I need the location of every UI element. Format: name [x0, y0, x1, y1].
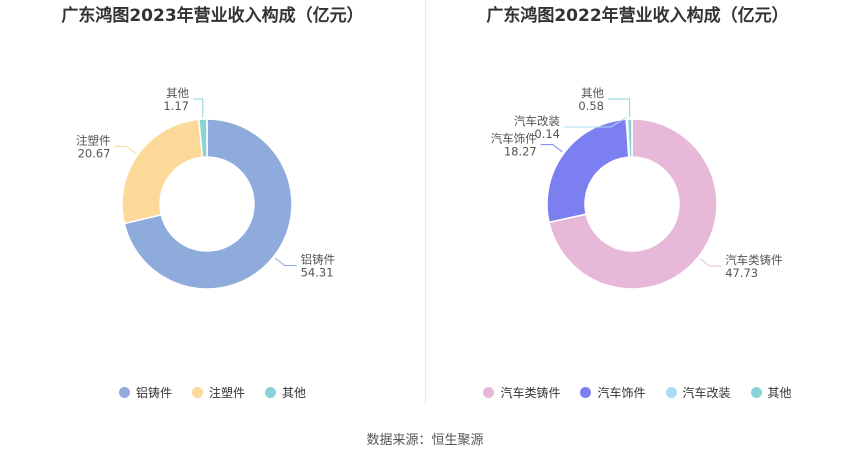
slice-label-value-1-3: 0.58	[578, 99, 604, 113]
legend-label: 铝铸件	[135, 386, 172, 400]
slice-label-value-0-2: 1.17	[163, 99, 189, 113]
legend-label: 汽车类铸件	[500, 386, 561, 400]
leader-line-0-2	[193, 98, 204, 118]
chart-panel-2023: 广东鸿图2023年营业收入构成（亿元） 铝铸件 54.31 注塑件 20.67 其他 1.…	[0, 0, 425, 410]
legend-item-1-3[interactable]: 其他	[750, 384, 792, 401]
legend-2022: 汽车类铸件 汽车饰件 汽车改装 其他	[425, 384, 850, 401]
legend-dot-icon	[750, 387, 762, 398]
slice-label-name-1-2: 汽车改装	[514, 114, 560, 128]
slice-label-name-0-2: 其他	[166, 86, 189, 100]
legend-label: 其他	[767, 386, 792, 400]
chart-title-2022: 广东鸿图2022年营业收入构成（亿元）	[486, 6, 789, 26]
donut-slice-1-3[interactable]	[626, 118, 633, 158]
legend-label: 其他	[282, 386, 307, 400]
legend-dot-icon	[483, 387, 495, 398]
legend-dot-icon	[118, 387, 130, 398]
slice-label-value-1-0: 47.73	[725, 266, 758, 280]
leader-line-1-0	[699, 258, 722, 267]
leader-line-0-1	[114, 145, 137, 154]
slice-label-name-0-0: 铝铸件	[301, 252, 336, 266]
data-source: 数据来源：恒生聚源	[366, 433, 484, 448]
legend-dot-icon	[191, 387, 203, 398]
slice-label-value-1-1: 18.27	[504, 145, 537, 159]
slice-label-name-0-1: 注塑件	[76, 133, 111, 147]
legend-dot-icon	[265, 387, 276, 398]
legend-item-1-1[interactable]: 汽车饰件	[580, 384, 646, 401]
legend-item-1-2[interactable]: 汽车改装	[665, 384, 731, 401]
leader-line-1-2	[564, 116, 627, 128]
leader-line-0-0	[274, 257, 297, 266]
chart-title-2023: 广东鸿图2023年营业收入构成（亿元）	[61, 6, 364, 26]
legend-label: 汽车饰件	[597, 386, 646, 400]
leader-line-1-1	[540, 144, 563, 153]
legend-item-0-2[interactable]: 其他	[265, 384, 306, 401]
donut-slice-0-0[interactable]	[123, 118, 293, 290]
donut-slice-1-0[interactable]	[548, 118, 718, 290]
slice-label-name-1-3: 其他	[581, 86, 604, 100]
legend-label: 注塑件	[208, 386, 245, 400]
slice-label-value-0-0: 54.31	[301, 265, 334, 279]
legend-item-0-1[interactable]: 注塑件	[191, 384, 245, 401]
legend-label: 汽车改装	[682, 386, 731, 400]
slice-label-value-1-2: 0.14	[534, 127, 560, 141]
legend-dot-icon	[580, 387, 592, 398]
legend-dot-icon	[665, 387, 677, 398]
slice-label-name-1-0: 汽车类铸件	[725, 253, 783, 267]
donut-slice-0-2[interactable]	[197, 118, 208, 159]
leader-line-1-3	[608, 98, 631, 118]
slice-label-value-0-1: 20.67	[78, 146, 111, 160]
slice-label-name-1-1: 汽车饰件	[491, 132, 537, 146]
chart-panel-2022: 广东鸿图2022年营业收入构成（亿元） 汽车类铸件 47.73 汽车饰件 18.27 汽…	[425, 0, 850, 410]
panel-divider	[425, 0, 426, 405]
donut-slice-0-1[interactable]	[121, 118, 204, 225]
legend-2023: 铝铸件 注塑件 其他	[0, 384, 425, 401]
legend-item-0-0[interactable]: 铝铸件	[118, 384, 172, 401]
legend-item-1-0[interactable]: 汽车类铸件	[483, 384, 560, 401]
